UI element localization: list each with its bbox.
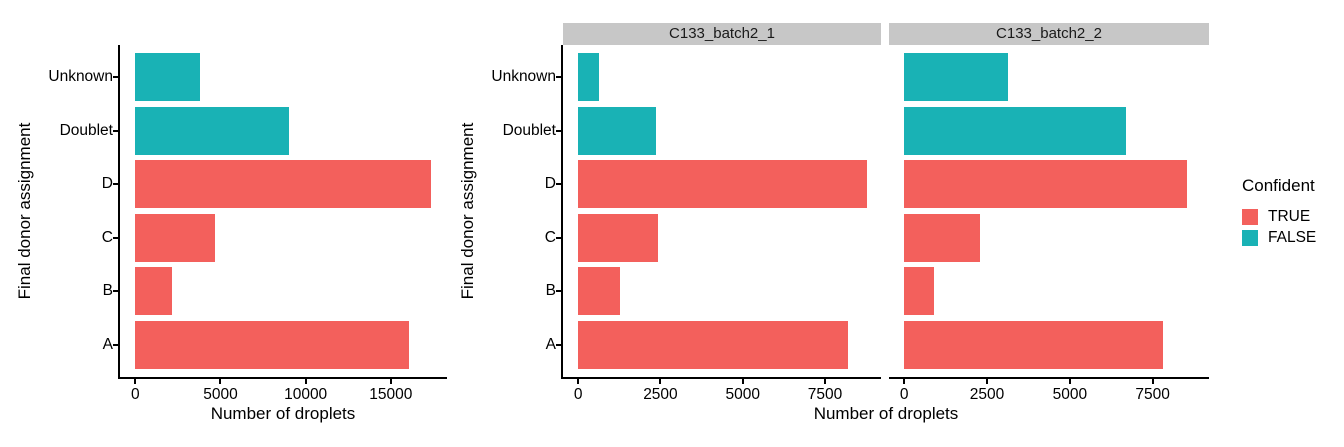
x-tick-label: 5000 (203, 386, 238, 403)
x-tick-label: 15000 (369, 386, 413, 403)
x-tick-mark (1151, 379, 1154, 384)
right-x-axis-title: Number of droplets (813, 404, 959, 423)
facet-strip-2-label: C133_batch2_2 (996, 25, 1102, 42)
legend-title: Confident (1242, 176, 1315, 195)
x-tick-mark (986, 379, 989, 384)
y-tick-mark (113, 236, 118, 239)
y-tick-label: Doublet (59, 121, 113, 139)
bar-b (135, 267, 172, 316)
left-y-axis-title: Final donor assignment (15, 122, 34, 300)
y-tick-label: B (545, 282, 556, 300)
x-tick-label: 5000 (1052, 386, 1088, 403)
bar-unknown (135, 53, 200, 102)
y-tick-mark (113, 129, 118, 132)
y-tick-mark (556, 183, 561, 186)
bar-d (578, 160, 867, 209)
x-tick-mark (659, 379, 662, 384)
legend-label-true: TRUE (1268, 207, 1311, 225)
bar-doublet (135, 106, 290, 155)
bar-c (135, 213, 216, 262)
x-tick-mark (304, 379, 307, 384)
y-tick-mark (113, 290, 118, 293)
x-tick-label: 0 (131, 386, 140, 403)
x-tick-label: 0 (573, 386, 583, 403)
y-tick-mark (556, 236, 561, 239)
bar-doublet (904, 106, 1127, 155)
y-tick-label: C (101, 228, 113, 246)
y-tick-label: D (544, 175, 556, 193)
y-tick-mark (113, 343, 118, 346)
y-tick-mark (113, 76, 118, 79)
x-tick-label: 0 (899, 386, 909, 403)
y-tick-label: C (544, 228, 556, 246)
legend: Confident TRUE FALSE (1242, 176, 1316, 250)
x-tick-mark (577, 379, 580, 384)
legend-swatch-false-icon (1242, 229, 1258, 246)
bar-c (578, 213, 659, 262)
x-tick-mark (219, 379, 222, 384)
y-tick-mark (556, 343, 561, 346)
y-tick-mark (556, 290, 561, 293)
x-tick-label: 2500 (643, 386, 678, 403)
x-tick-mark (134, 379, 137, 384)
y-tick-label: Doublet (502, 121, 556, 139)
bar-d (904, 160, 1188, 209)
bar-d (135, 160, 431, 209)
y-tick-label: A (102, 335, 113, 353)
legend-entry-false: FALSE (1242, 229, 1316, 246)
y-tick-label: A (545, 335, 556, 353)
x-tick-label: 5000 (725, 386, 760, 403)
x-tick-mark (903, 379, 906, 384)
bar-a (578, 320, 849, 369)
y-axis-line (561, 45, 563, 379)
facet-strip-1: C133_batch2_1 (563, 23, 881, 45)
bar-doublet (578, 106, 656, 155)
x-tick-mark (1068, 379, 1071, 384)
right-y-axis-title: Final donor assignment (458, 122, 477, 300)
bar-unknown (904, 53, 1009, 102)
x-tick-mark (741, 379, 744, 384)
left-x-axis-title: Number of droplets (210, 404, 356, 423)
legend-swatch-true-icon (1242, 208, 1258, 225)
y-tick-label: Unknown (48, 68, 113, 86)
bar-a (135, 320, 409, 369)
y-tick-label: D (101, 175, 113, 193)
bar-c (904, 213, 980, 262)
x-tick-label: 10000 (284, 386, 328, 403)
y-axis-line (118, 45, 120, 379)
x-tick-mark (824, 379, 827, 384)
y-tick-mark (556, 129, 561, 132)
y-tick-mark (113, 183, 118, 186)
x-axis-line (118, 377, 447, 379)
x-axis-line (561, 377, 881, 379)
bar-unknown (578, 53, 600, 102)
x-tick-label: 7500 (807, 386, 843, 403)
facet-strip-1-label: C133_batch2_1 (669, 25, 775, 42)
bar-b (578, 267, 620, 316)
y-tick-label: B (102, 282, 113, 300)
x-tick-label: 7500 (1135, 386, 1170, 403)
y-tick-label: Unknown (491, 68, 556, 86)
legend-label-false: FALSE (1268, 228, 1317, 246)
x-axis-line (889, 377, 1209, 379)
bar-a (904, 320, 1163, 369)
facet-strip-2: C133_batch2_2 (889, 23, 1209, 45)
bar-b (904, 267, 935, 316)
x-tick-mark (389, 379, 392, 384)
x-tick-label: 2500 (969, 386, 1005, 403)
legend-entry-true: TRUE (1242, 208, 1316, 225)
y-tick-mark (556, 76, 561, 79)
